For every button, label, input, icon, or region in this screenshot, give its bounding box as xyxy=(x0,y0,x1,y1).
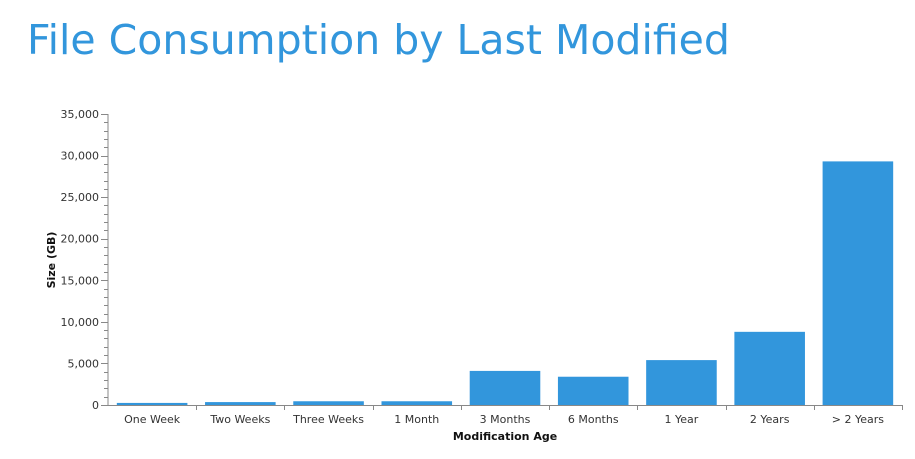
x-tick-label: One Week xyxy=(124,413,181,426)
bar xyxy=(381,401,453,405)
y-tick-label: 25,000 xyxy=(61,191,100,204)
y-tick-label: 20,000 xyxy=(61,233,100,246)
x-tick-label: 1 Year xyxy=(665,413,699,426)
y-tick-label: 10,000 xyxy=(61,316,100,329)
x-tick-label: Three Weeks xyxy=(292,413,364,426)
x-tick-label: 6 Months xyxy=(568,413,619,426)
bar xyxy=(646,360,717,405)
y-tick-label: 35,000 xyxy=(61,108,100,121)
y-tick-label: 5,000 xyxy=(68,357,100,370)
y-tick-label: 15,000 xyxy=(61,274,100,287)
bar xyxy=(205,402,276,405)
bar xyxy=(734,331,805,405)
x-axis-ticks: One Week Two Weeks Three Weeks 1 Month 3 Mon… xyxy=(124,405,903,426)
x-tick-label: 3 Months xyxy=(480,413,531,426)
y-axis-ticks: 0 5,000 10,000 15,000 20,000 25,000 30,000 35,0… xyxy=(61,108,108,412)
bar xyxy=(293,401,364,405)
x-tick-label: 1 Month xyxy=(394,413,439,426)
bar xyxy=(116,402,188,405)
bar xyxy=(469,370,541,405)
y-tick-label: 0 xyxy=(92,399,99,412)
bar xyxy=(822,161,894,405)
x-tick-label: > 2 Years xyxy=(832,413,884,426)
x-axis-title: Modification Age xyxy=(453,430,557,443)
x-tick-label: 2 Years xyxy=(750,413,790,426)
bars xyxy=(116,161,894,405)
y-axis-title: Size (GB) xyxy=(45,232,58,289)
bar xyxy=(557,376,629,405)
page-title: File Consumption by Last Modified xyxy=(27,16,730,64)
y-tick-label: 30,000 xyxy=(61,150,100,163)
x-tick-label: Two Weeks xyxy=(209,413,270,426)
